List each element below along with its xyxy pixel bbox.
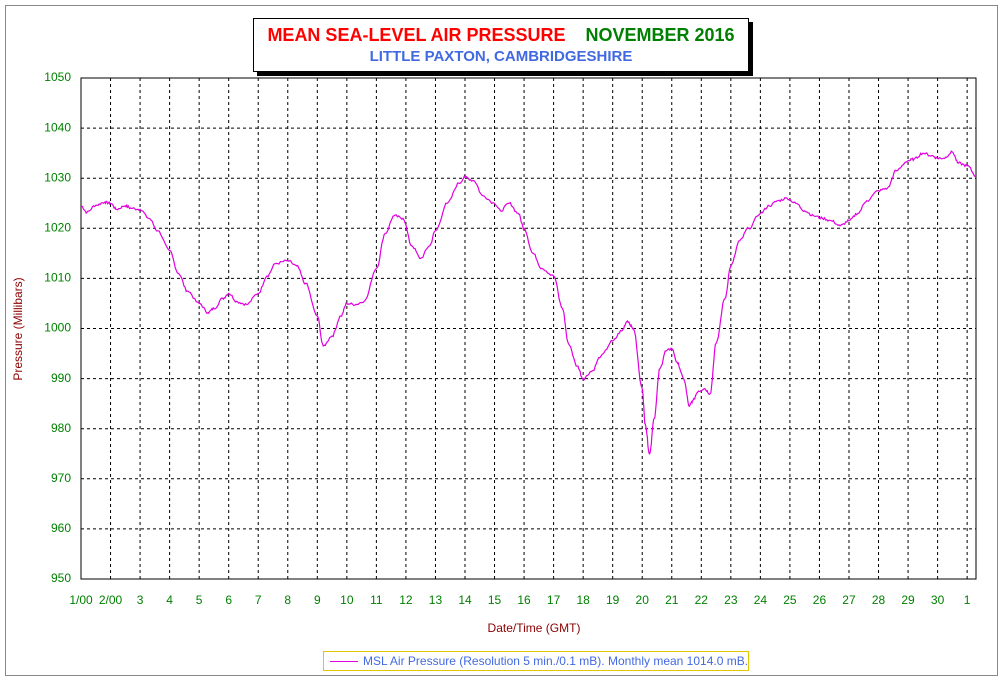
title-line: MEAN SEA-LEVEL AIR PRESSURE NOVEMBER 2016 <box>254 25 748 46</box>
y-axis-ticks: 950 960 970 980 990 1000 1010 1020 1030 1040 1050 <box>44 70 71 585</box>
legend: MSL Air Pressure (Resolution 5 min./0.1 … <box>323 651 749 671</box>
legend-label: MSL Air Pressure (Resolution 5 min./0.1 … <box>363 654 749 668</box>
chart-frame <box>5 5 998 676</box>
y-tick-label: 990 <box>51 371 71 385</box>
x-tick-label: 18 <box>576 593 590 607</box>
x-tick-label: 23 <box>724 593 738 607</box>
x-tick-label: 19 <box>606 593 620 607</box>
chart-title: MEAN SEA-LEVEL AIR PRESSURE <box>267 25 566 45</box>
y-axis-title: Pressure (Millibars) <box>11 277 25 380</box>
x-tick-label: 5 <box>196 593 203 607</box>
x-tick-label: 27 <box>842 593 856 607</box>
chart-subtitle: LITTLE PAXTON, CAMBRIDGESHIRE <box>369 48 633 65</box>
pressure-series-line <box>80 150 977 455</box>
x-tick-label: 26 <box>813 593 827 607</box>
grid <box>80 77 976 580</box>
y-tick-label: 1000 <box>44 321 71 335</box>
x-axis-title: Date/Time (GMT) <box>488 621 581 635</box>
x-axis-ticks: 1/00 2/00 3 4 5 6 7 8 9 10 11 12 13 14 15 16 17 18 19 20 21 2… <box>69 593 970 607</box>
x-tick-label: 12 <box>399 593 413 607</box>
chart-title-period: NOVEMBER 2016 <box>585 25 735 45</box>
x-tick-label: 22 <box>695 593 709 607</box>
x-tick-label: 17 <box>547 593 561 607</box>
chart-title-box: MEAN SEA-LEVEL AIR PRESSURE NOVEMBER 2016… <box>253 18 749 72</box>
y-tick-label: 970 <box>51 471 71 485</box>
y-tick-label: 1050 <box>44 70 71 84</box>
x-tick-label: 15 <box>488 593 502 607</box>
x-tick-label: 7 <box>255 593 262 607</box>
legend-swatch <box>330 660 358 662</box>
x-tick-label: 20 <box>636 593 650 607</box>
y-tick-label: 1010 <box>44 271 71 285</box>
x-tick-label: 30 <box>931 593 945 607</box>
x-tick-label: 9 <box>314 593 321 607</box>
x-tick-label: 11 <box>370 593 383 607</box>
x-tick-label: 10 <box>340 593 354 607</box>
y-tick-label: 1020 <box>44 220 71 234</box>
plot-area <box>80 77 977 580</box>
x-tick-label: 14 <box>458 593 472 607</box>
x-tick-label: 2/00 <box>99 593 123 607</box>
x-tick-label: 1/00 <box>69 593 93 607</box>
y-tick-label: 1040 <box>44 120 71 134</box>
x-tick-label: 8 <box>284 593 291 607</box>
y-tick-label: 980 <box>51 421 71 435</box>
x-tick-label: 4 <box>166 593 173 607</box>
x-tick-label: 28 <box>872 593 886 607</box>
x-tick-label: 13 <box>429 593 443 607</box>
y-tick-label: 960 <box>51 521 71 535</box>
x-tick-label: 1 <box>964 593 971 607</box>
x-tick-label: 3 <box>137 593 144 607</box>
x-tick-label: 25 <box>783 593 797 607</box>
y-tick-label: 950 <box>51 571 71 585</box>
x-tick-label: 21 <box>665 593 679 607</box>
x-tick-label: 29 <box>901 593 915 607</box>
x-tick-label: 6 <box>225 593 232 607</box>
x-tick-label: 24 <box>754 593 768 607</box>
y-tick-label: 1030 <box>44 170 71 184</box>
x-tick-label: 16 <box>517 593 531 607</box>
